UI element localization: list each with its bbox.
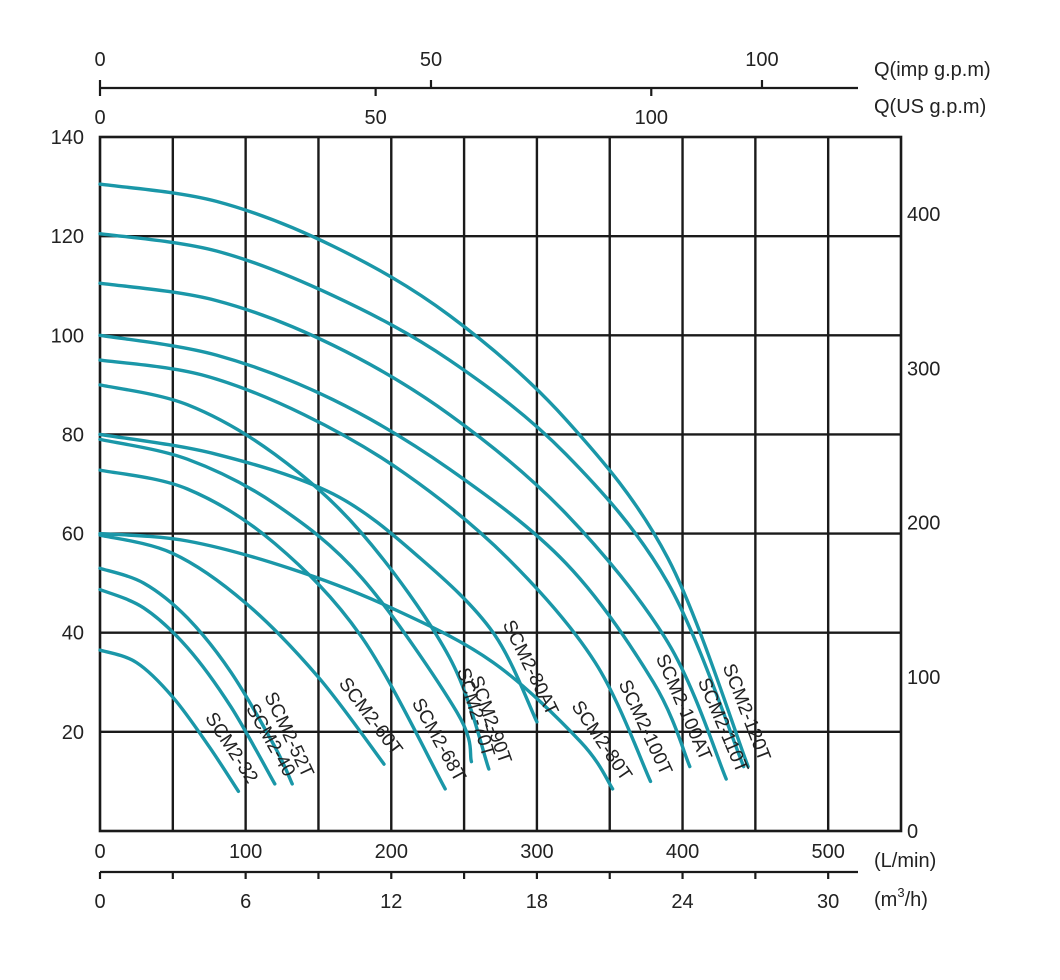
curve-scm2-68t [98, 468, 447, 791]
us-gpm-axis-tick: 100 [635, 107, 668, 129]
curve-scm2-32 [98, 648, 241, 793]
m3h-axis-tick: 12 [380, 891, 402, 913]
curve-scm2-80at [98, 432, 539, 724]
x-axis-tick: 100 [229, 841, 262, 863]
m3h-axis-tick: 30 [817, 891, 839, 913]
left-axis-tick: 40 [62, 623, 84, 645]
us-gpm-axis-tick: 50 [365, 107, 387, 129]
curve-label-scm2-68t: SCM2-68T [407, 695, 470, 786]
m3h-axis-tick: 18 [526, 891, 548, 913]
imp-gpm-axis-tick: 50 [420, 49, 442, 71]
performance-curves [98, 182, 750, 793]
left-axis-tick: 20 [62, 722, 84, 744]
m3h-axis-tick: 6 [240, 891, 251, 913]
curve-scm2-110t [98, 281, 728, 781]
curve-scm2-60t [98, 533, 386, 766]
m3h-axis-tick: 0 [94, 891, 105, 913]
x-axis-unit: (L/min) [874, 850, 936, 872]
right-axis-tick: 200 [907, 513, 940, 535]
plot-frame [98, 135, 903, 833]
right-axis-tick: 0 [907, 821, 918, 843]
left-axis-tick: 80 [62, 424, 84, 446]
curve-scm2-40 [98, 587, 277, 786]
left-axis-tick: 120 [51, 226, 84, 248]
curve-scm2-100t [98, 358, 653, 784]
m3h-axis-tick: 24 [671, 891, 693, 913]
curve-scm2-80t [98, 531, 615, 791]
imp-gpm-axis-tick: 100 [745, 49, 778, 71]
x-axis-tick: 400 [666, 841, 699, 863]
curve-scm2-120t [98, 232, 746, 769]
curve-scm2-70t [98, 437, 474, 764]
right-axis-tick: 300 [907, 358, 940, 380]
curve-scm2-52t [98, 566, 294, 786]
right-axis-tick: 100 [907, 667, 940, 689]
x-axis-tick: 500 [811, 841, 844, 863]
us-gpm-axis-unit: Q(US g.p.m) [874, 96, 986, 118]
m3h-axis-unit: (m3/h) [874, 885, 928, 911]
curve-scm2-100at [98, 333, 692, 769]
x-axis-tick: 0 [94, 841, 105, 863]
x-axis-tick: 200 [375, 841, 408, 863]
x-axis-tick: 300 [520, 841, 553, 863]
imp-gpm-axis-unit: Q(imp g.p.m) [874, 59, 991, 81]
curve-scm2-120t-top [98, 182, 750, 769]
imp-gpm-axis-tick: 0 [94, 49, 105, 71]
curve-scm2-90t [98, 383, 491, 771]
us-gpm-axis-tick: 0 [94, 107, 105, 129]
left-axis-tick: 60 [62, 524, 84, 546]
right-axis-tick: 400 [907, 204, 940, 226]
left-axis-tick: 140 [51, 127, 84, 149]
left-axis-tick: 100 [51, 325, 84, 347]
